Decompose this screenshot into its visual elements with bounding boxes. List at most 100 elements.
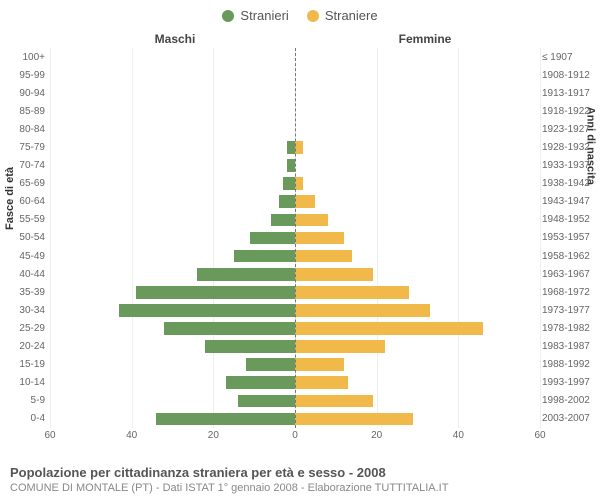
female-bar [295,214,328,227]
male-half [50,229,295,247]
female-half [295,319,540,337]
male-half [50,138,295,156]
male-bar [164,322,295,335]
male-bar [271,214,296,227]
birth-year-label: 1933-1937 [542,160,597,171]
age-label: 55-59 [5,214,45,225]
age-label: 70-74 [5,160,45,171]
birth-year-label: 1918-1922 [542,106,597,117]
birth-year-label: ≤ 1907 [542,52,597,63]
age-label: 60-64 [5,196,45,207]
center-axis [295,48,296,428]
female-bar [295,322,483,335]
female-half [295,193,540,211]
age-label: 25-29 [5,323,45,334]
female-bar [295,413,413,426]
male-bar [226,376,295,389]
birth-year-label: 1963-1967 [542,269,597,280]
age-label: 45-49 [5,251,45,262]
caption: Popolazione per cittadinanza straniera p… [10,465,590,494]
birth-year-label: 1943-1947 [542,196,597,207]
male-half [50,84,295,102]
x-tick: 40 [453,430,464,441]
male-bar [238,395,295,408]
male-bar [234,250,295,263]
birth-year-label: 1988-1992 [542,359,597,370]
caption-title: Popolazione per cittadinanza straniera p… [10,465,590,480]
legend-swatch-male [222,10,234,22]
male-bar [287,141,295,154]
male-bar [287,159,295,172]
birth-year-label: 1948-1952 [542,214,597,225]
x-tick: 60 [534,430,545,441]
birth-year-label: 1928-1932 [542,142,597,153]
female-half [295,175,540,193]
female-bar [295,232,344,245]
birth-year-label: 1958-1962 [542,251,597,262]
female-half [295,338,540,356]
birth-year-label: 1978-1982 [542,323,597,334]
female-bar [295,141,303,154]
female-half [295,374,540,392]
male-half [50,338,295,356]
birth-year-label: 1968-1972 [542,287,597,298]
male-bar [197,268,295,281]
female-bar [295,395,373,408]
age-label: 20-24 [5,341,45,352]
male-half [50,392,295,410]
female-bar [295,286,409,299]
birth-year-label: 1913-1917 [542,88,597,99]
female-half [295,356,540,374]
x-axis: 6040200204060 [50,430,540,444]
birth-year-label: 1973-1977 [542,305,597,316]
age-label: 80-84 [5,124,45,135]
female-bar [295,376,348,389]
male-half [50,356,295,374]
age-label: 15-19 [5,359,45,370]
legend-item-female: Straniere [307,8,378,23]
female-half [295,138,540,156]
male-bar [119,304,295,317]
female-half [295,301,540,319]
birth-year-label: 1993-1997 [542,377,597,388]
male-half [50,157,295,175]
panel-title-right: Femmine [300,32,600,46]
age-label: 30-34 [5,305,45,316]
female-bar [295,358,344,371]
caption-subtitle: COMUNE DI MONTALE (PT) - Dati ISTAT 1° g… [10,482,590,494]
male-bar [279,195,295,208]
male-half [50,301,295,319]
female-bar [295,268,373,281]
legend-swatch-female [307,10,319,22]
legend-label-female: Straniere [325,8,378,23]
birth-year-label: 1998-2002 [542,395,597,406]
female-half [295,229,540,247]
age-label: 35-39 [5,287,45,298]
gridline [540,48,541,428]
birth-year-label: 1938-1942 [542,178,597,189]
male-bar [250,232,295,245]
male-half [50,211,295,229]
female-bar [295,195,315,208]
age-label: 50-54 [5,232,45,243]
female-half [295,247,540,265]
male-half [50,120,295,138]
female-half [295,48,540,66]
male-half [50,374,295,392]
female-bar [295,340,385,353]
female-bar [295,250,352,263]
male-half [50,319,295,337]
female-half [295,410,540,428]
population-pyramid-chart: Stranieri Straniere Maschi Femmine Fasce… [0,0,600,500]
female-half [295,392,540,410]
female-bar [295,304,430,317]
birth-year-label: 1953-1957 [542,232,597,243]
birth-year-label: 1908-1912 [542,70,597,81]
x-tick: 20 [371,430,382,441]
male-half [50,247,295,265]
legend: Stranieri Straniere [0,0,600,23]
age-label: 90-94 [5,88,45,99]
age-label: 5-9 [5,395,45,406]
male-bar [156,413,295,426]
male-half [50,193,295,211]
